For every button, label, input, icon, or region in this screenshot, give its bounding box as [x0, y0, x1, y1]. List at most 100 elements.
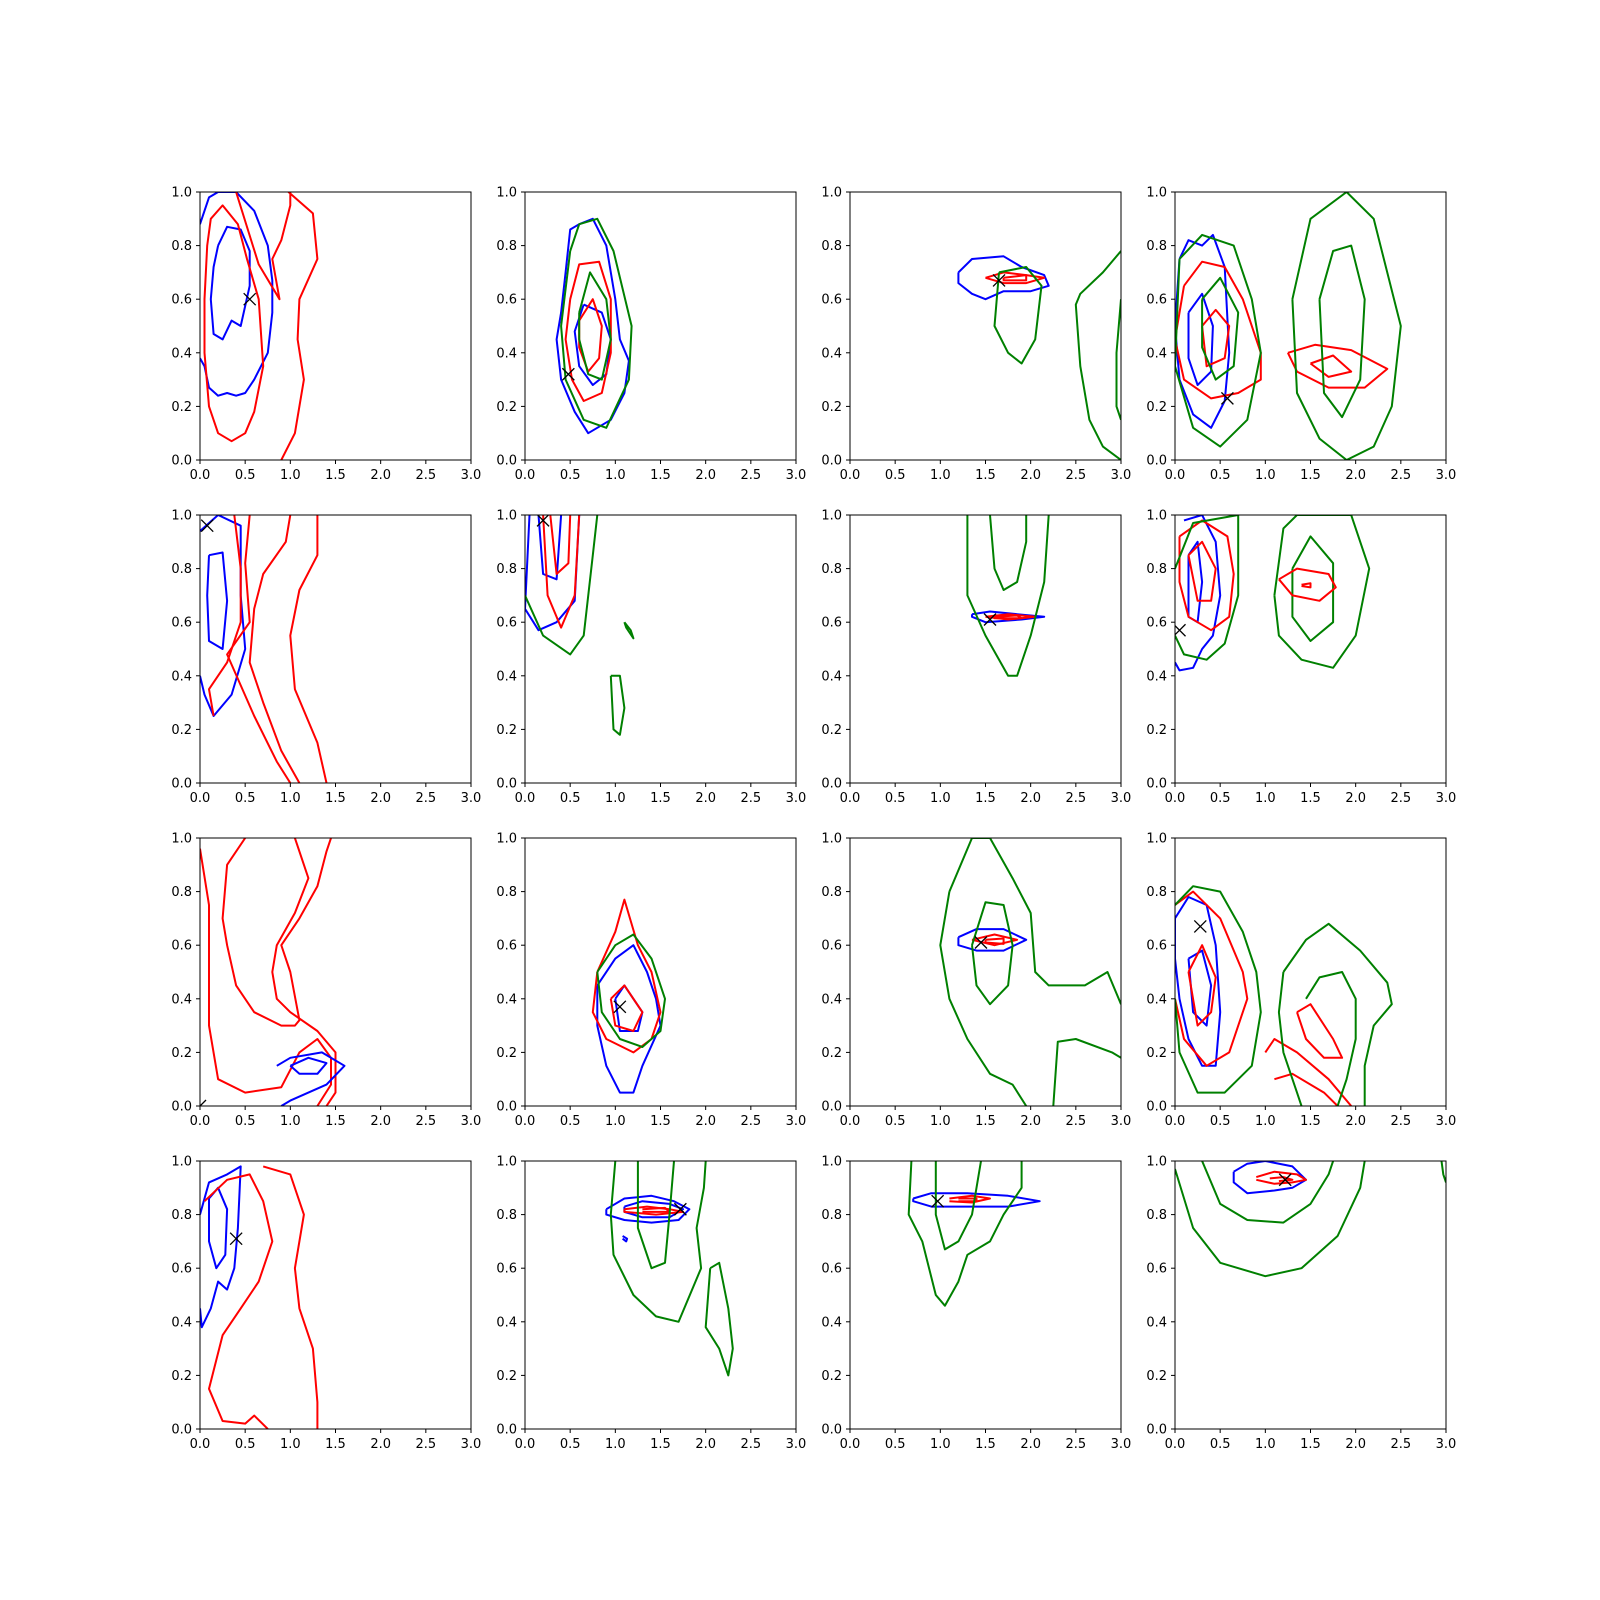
x-tick-label: 0.0 [840, 791, 861, 806]
plot-area [1175, 192, 1402, 460]
subplot-5: 0.0 0.5 1.0 1.5 2.0 2.5 3.0 0.0 0.2 0.4 0.6 0.8 1.0 [171, 509, 481, 807]
x-marker-stroke [1278, 1173, 1292, 1187]
y-tick-label: 0.0 [1146, 1423, 1167, 1438]
contour-green [609, 1161, 707, 1323]
y-tick-label: 0.8 [821, 239, 842, 254]
x-marker [992, 273, 1006, 287]
y-tick-label: 0.0 [171, 1100, 192, 1115]
plot-area [1175, 885, 1393, 1106]
contour-red [289, 515, 328, 783]
y-tick-label: 0.6 [496, 1262, 517, 1277]
contour-green [971, 901, 1014, 1006]
axes-frame [1174, 1160, 1447, 1430]
axes-frame [524, 514, 797, 784]
x-tick-label: 1.5 [1300, 1114, 1321, 1129]
contour-green [1273, 515, 1371, 669]
y-tick-label: 0.2 [496, 1369, 517, 1384]
y-tick-label: 0.4 [496, 992, 517, 1007]
axes-frame [524, 191, 797, 461]
y-tick-label: 0.2 [496, 723, 517, 738]
contour-red [542, 515, 581, 629]
y-tick-label: 0.8 [1146, 562, 1167, 577]
axes-frame [524, 837, 797, 1107]
x-marker [200, 1099, 207, 1106]
contour-green [934, 1161, 982, 1251]
x-tick-label: 0.0 [1165, 791, 1186, 806]
x-marker-stroke [1175, 623, 1186, 636]
contour-green [596, 933, 666, 1048]
x-tick-label: 3.0 [1436, 468, 1457, 483]
x-tick-label: 1.5 [975, 1114, 996, 1129]
y-tick-label: 0.0 [1146, 777, 1167, 792]
subplot-14: 0.0 0.5 1.0 1.5 2.0 2.5 3.0 0.0 0.2 0.4 0.6 0.8 1.0 [496, 1155, 806, 1453]
contour-green [1175, 1161, 1366, 1278]
y-tick-label: 1.0 [821, 186, 842, 201]
contour-green [636, 1161, 675, 1270]
x-marker [200, 519, 214, 533]
y-tick-label: 0.0 [496, 777, 517, 792]
x-tick-label: 1.0 [930, 791, 951, 806]
x-tick-label: 2.0 [370, 468, 391, 483]
axes-frame [849, 1160, 1122, 1430]
contour-red [591, 898, 662, 1054]
x-tick-label: 2.0 [1345, 1114, 1366, 1129]
y-tick-label: 0.0 [496, 454, 517, 469]
x-tick-label: 0.5 [885, 468, 906, 483]
x-marker [1220, 391, 1234, 405]
x-tick-label: 2.5 [1390, 468, 1411, 483]
contour-green [578, 271, 612, 381]
contour-green [1201, 276, 1240, 381]
x-tick-label: 0.5 [235, 468, 256, 483]
contour-red [248, 515, 301, 783]
contour-green [623, 621, 635, 640]
x-tick-label: 0.5 [560, 468, 581, 483]
y-tick-label: 0.2 [171, 723, 192, 738]
x-marker [1175, 623, 1186, 637]
y-tick-label: 1.0 [1146, 1155, 1167, 1170]
y-tick-label: 0.4 [1146, 1315, 1167, 1330]
axes-frame [849, 514, 1122, 784]
y-tick-label: 0.8 [496, 562, 517, 577]
y-tick-label: 1.0 [821, 1155, 842, 1170]
y-tick-label: 0.0 [821, 454, 842, 469]
x-tick-label: 0.0 [515, 468, 536, 483]
x-marker [613, 1000, 627, 1014]
y-tick-label: 0.0 [171, 777, 192, 792]
contour-green [939, 891, 1028, 1106]
y-tick-label: 0.0 [171, 454, 192, 469]
plot-area [605, 1161, 734, 1377]
contour-red [208, 515, 242, 717]
y-tick-label: 0.2 [1146, 1369, 1167, 1384]
x-tick-label: 1.0 [930, 468, 951, 483]
subplot-7: 0.0 0.5 1.0 1.5 2.0 2.5 3.0 0.0 0.2 0.4 0.6 0.8 1.0 [821, 509, 1131, 807]
x-tick-label: 1.0 [280, 468, 301, 483]
contour-green [560, 217, 633, 429]
y-tick-label: 0.2 [496, 1046, 517, 1061]
x-tick-label: 1.5 [325, 468, 346, 483]
contour-red [1187, 540, 1217, 602]
x-marker-stroke [561, 367, 575, 381]
x-tick-label: 3.0 [461, 1437, 482, 1452]
y-tick-label: 1.0 [1146, 509, 1167, 524]
y-tick-label: 0.4 [496, 669, 517, 684]
y-tick-label: 0.6 [171, 1262, 192, 1277]
y-tick-label: 0.4 [171, 669, 192, 684]
y-tick-label: 0.2 [1146, 1046, 1167, 1061]
x-tick-label: 0.0 [1165, 1114, 1186, 1129]
x-tick-label: 0.0 [190, 791, 211, 806]
y-tick-label: 0.8 [1146, 239, 1167, 254]
contour-blue [200, 1165, 242, 1329]
x-tick-label: 2.5 [1065, 791, 1086, 806]
y-tick-label: 0.4 [496, 346, 517, 361]
y-tick-label: 0.2 [821, 400, 842, 415]
x-tick-label: 0.5 [235, 1114, 256, 1129]
x-marker-stroke [200, 1099, 207, 1106]
x-tick-label: 2.5 [1390, 1437, 1411, 1452]
contour-green [1175, 515, 1240, 661]
x-tick-label: 2.0 [1345, 1437, 1366, 1452]
contour-red [549, 515, 572, 575]
y-tick-label: 0.6 [1146, 1262, 1167, 1277]
contour-red [1256, 1170, 1307, 1185]
contour-green [948, 838, 1121, 1005]
x-tick-label: 0.5 [560, 1437, 581, 1452]
